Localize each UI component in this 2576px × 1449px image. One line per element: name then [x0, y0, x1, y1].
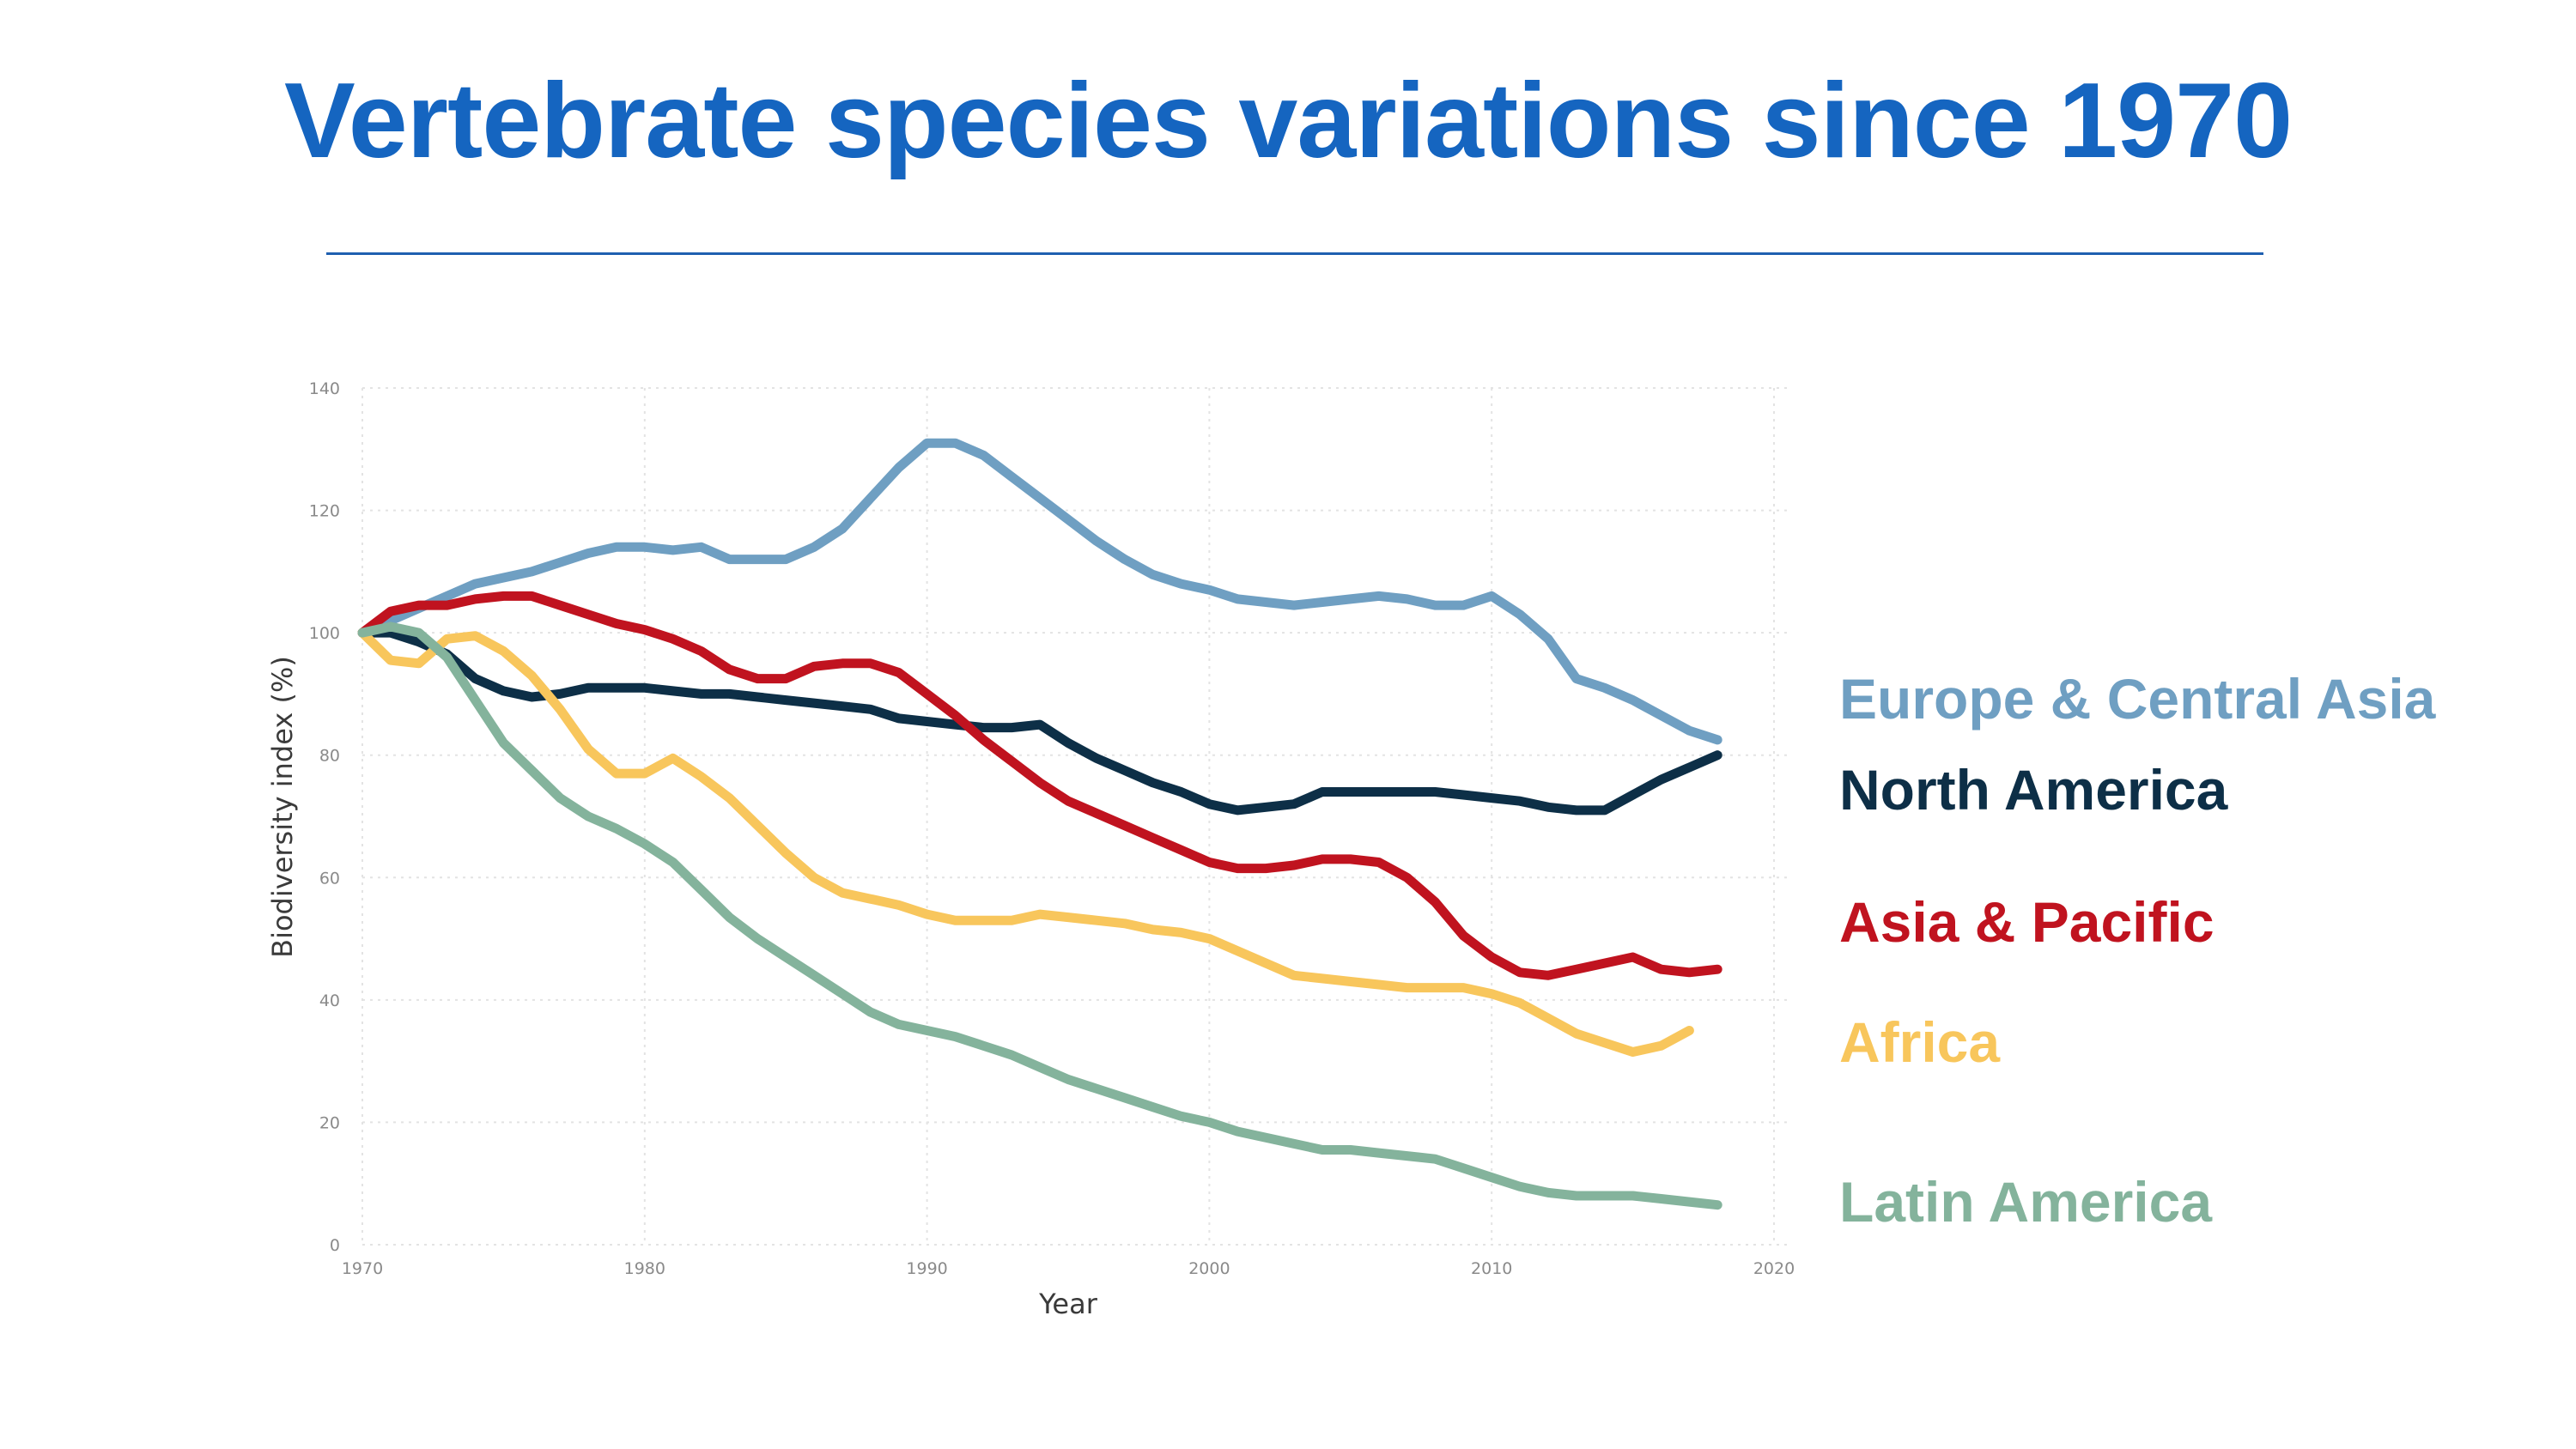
legend-entry-asia-and-pacific: Asia & Pacific [1839, 890, 2215, 954]
series-line-asia-and-pacific [357, 591, 1722, 980]
x-tick-label: 2020 [1753, 1259, 1795, 1278]
series-line-north-america [357, 627, 1722, 815]
legend-entry-latin-america: Latin America [1839, 1170, 2213, 1234]
y-tick-label: 120 [309, 502, 340, 521]
y-tick-label: 40 [319, 991, 340, 1010]
x-tick-label: 1990 [906, 1259, 947, 1278]
y-tick-label: 140 [309, 379, 340, 398]
y-tick-label: 60 [319, 869, 340, 888]
series-line-africa [357, 627, 1694, 1057]
y-tick-label: 0 [330, 1236, 340, 1255]
x-axis-title: Year [1038, 1288, 1098, 1320]
x-axis-ticks: 1970 1980 1990 2000 2010 2020 [342, 1259, 1795, 1278]
y-tick-label: 100 [309, 624, 340, 643]
y-axis-ticks: 0 20 40 60 80 100 120 140 [309, 379, 340, 1255]
page-title: Vertebrate species variations since 1970 [283, 62, 2293, 180]
series-line-latin-america [357, 621, 1722, 1210]
legend-entry-africa: Africa [1839, 1010, 2001, 1074]
legend-entry-north-america: North America [1839, 758, 2228, 822]
chart-grid [361, 387, 1791, 1246]
x-tick-label: 2000 [1188, 1259, 1230, 1278]
title-divider [326, 252, 2263, 255]
x-tick-label: 1980 [624, 1259, 665, 1278]
x-tick-label: 1970 [342, 1259, 383, 1278]
legend-entry-europe-and-central-asia: Europe & Central Asia [1839, 667, 2436, 731]
x-tick-label: 2010 [1471, 1259, 1512, 1278]
y-tick-label: 20 [319, 1113, 340, 1132]
y-axis-title: Biodiversity index (%) [266, 656, 299, 958]
y-tick-label: 80 [319, 747, 340, 766]
series-line-europe-and-central-asia [357, 438, 1722, 745]
chart-series-lines [357, 438, 1722, 1210]
